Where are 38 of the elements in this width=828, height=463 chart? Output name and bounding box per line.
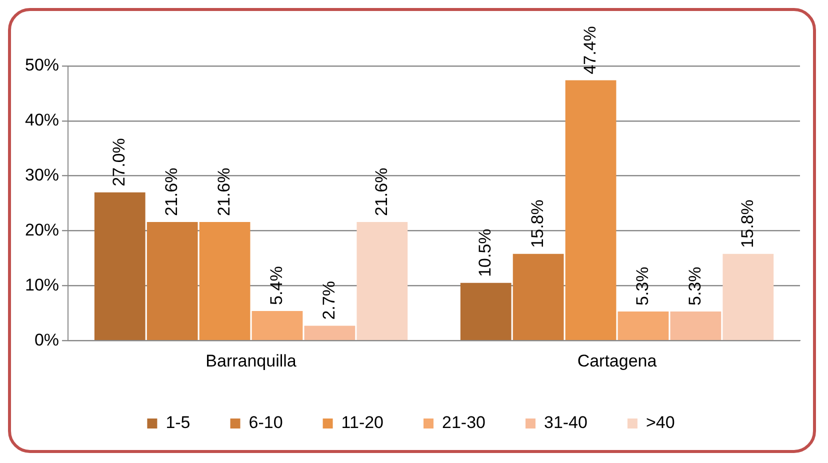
y-tick-label: 20% bbox=[24, 220, 60, 240]
bar bbox=[722, 254, 774, 340]
x-tick-label: Cartagena bbox=[577, 351, 658, 370]
data-label: 21.6% bbox=[372, 168, 391, 216]
bar bbox=[512, 254, 564, 340]
y-tick-label: 30% bbox=[24, 166, 60, 185]
data-label: 5.3% bbox=[685, 266, 704, 306]
legend-label: 21-30 bbox=[442, 413, 486, 432]
y-tick-label: 40% bbox=[24, 110, 60, 130]
data-label: 5.3% bbox=[632, 266, 652, 306]
y-tick-label: 50% bbox=[24, 56, 60, 75]
data-label: 21.6% bbox=[162, 168, 182, 216]
bar bbox=[565, 80, 616, 340]
bar bbox=[199, 222, 250, 340]
legend-label: >40 bbox=[646, 413, 675, 432]
bar bbox=[94, 192, 146, 340]
bar bbox=[670, 311, 722, 340]
bar bbox=[460, 282, 512, 340]
data-label: 21.6% bbox=[214, 168, 234, 216]
data-label: 27.0% bbox=[110, 138, 129, 186]
legend-label: 6-10 bbox=[248, 413, 283, 432]
data-label: 15.8% bbox=[738, 200, 757, 248]
data-label: 15.8% bbox=[528, 200, 548, 248]
y-tick-label: 10% bbox=[24, 275, 60, 294]
data-label: 5.4% bbox=[266, 266, 286, 305]
legend-label: 31-40 bbox=[544, 413, 588, 432]
bar bbox=[252, 310, 303, 340]
bar bbox=[356, 222, 408, 340]
legend-label: 1-5 bbox=[166, 413, 190, 432]
y-tick-label: 0% bbox=[34, 330, 60, 350]
legend-label: 11-20 bbox=[341, 413, 384, 432]
bar bbox=[304, 326, 356, 340]
bar bbox=[146, 222, 198, 340]
x-tick-label: Barranquilla bbox=[206, 351, 297, 370]
data-label: 47.4% bbox=[580, 26, 600, 74]
data-label: 2.7% bbox=[319, 281, 338, 320]
bar bbox=[618, 311, 669, 340]
data-label: 10.5% bbox=[476, 228, 495, 277]
